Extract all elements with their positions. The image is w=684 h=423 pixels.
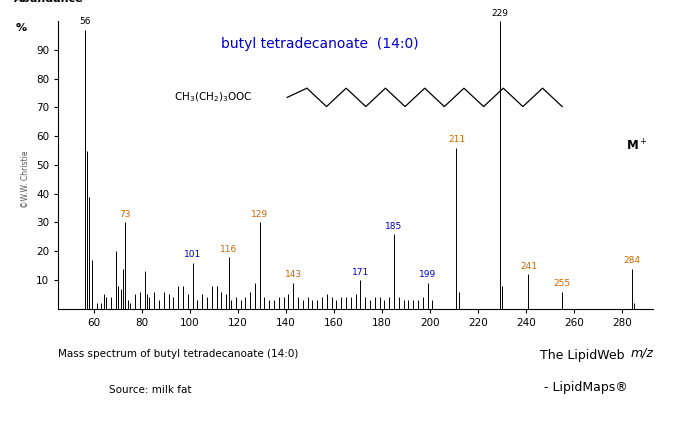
- Text: 116: 116: [220, 244, 237, 253]
- Text: 143: 143: [285, 270, 302, 280]
- Text: 129: 129: [251, 210, 268, 219]
- Text: butyl tetradecanoate  (14:0): butyl tetradecanoate (14:0): [221, 37, 419, 51]
- Text: 284: 284: [623, 256, 640, 265]
- Text: The LipidWeb: The LipidWeb: [540, 349, 625, 362]
- Text: 101: 101: [184, 250, 201, 259]
- Text: 56: 56: [79, 17, 90, 26]
- Text: 199: 199: [419, 270, 436, 280]
- Text: Abundance: Abundance: [14, 0, 83, 4]
- Text: M$^+$: M$^+$: [627, 139, 648, 154]
- Text: CH$_3$(CH$_2$)$_3$OOC: CH$_3$(CH$_2$)$_3$OOC: [174, 91, 252, 104]
- Text: 211: 211: [448, 135, 465, 144]
- Text: 229: 229: [491, 9, 508, 18]
- Text: 73: 73: [120, 210, 131, 219]
- Text: Mass spectrum of butyl tetradecanoate (14:0): Mass spectrum of butyl tetradecanoate (1…: [58, 349, 298, 359]
- Text: ©W.W. Christie: ©W.W. Christie: [21, 151, 30, 208]
- Text: 171: 171: [352, 268, 369, 277]
- Text: 255: 255: [553, 279, 570, 288]
- Text: m/z: m/z: [631, 346, 653, 359]
- Text: %: %: [15, 22, 27, 33]
- Text: 185: 185: [386, 222, 403, 231]
- Text: - LipidMaps®: - LipidMaps®: [540, 381, 628, 394]
- Text: Source: milk fat: Source: milk fat: [109, 385, 192, 395]
- Text: 241: 241: [520, 262, 537, 271]
